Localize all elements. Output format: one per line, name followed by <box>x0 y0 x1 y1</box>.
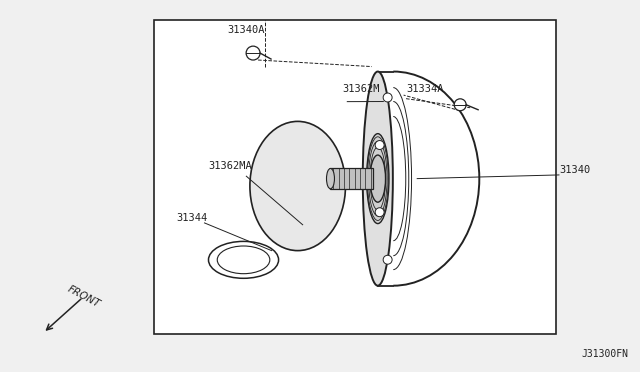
Text: 31362M: 31362M <box>342 84 380 94</box>
Ellipse shape <box>326 169 335 189</box>
Bar <box>154 20 556 334</box>
Text: FRONT: FRONT <box>66 283 102 309</box>
Circle shape <box>375 141 384 150</box>
Text: J31300FN: J31300FN <box>582 349 628 359</box>
Text: 31362MA: 31362MA <box>209 161 252 171</box>
Ellipse shape <box>367 134 389 224</box>
Text: 31340A: 31340A <box>228 25 265 35</box>
Text: 31344: 31344 <box>177 213 208 223</box>
Bar <box>330 169 374 189</box>
Text: 31334A: 31334A <box>406 84 444 94</box>
Text: 31340: 31340 <box>559 165 590 175</box>
Circle shape <box>246 46 260 60</box>
Circle shape <box>383 255 392 264</box>
Ellipse shape <box>370 155 385 202</box>
Ellipse shape <box>250 121 346 251</box>
Circle shape <box>383 93 392 102</box>
Ellipse shape <box>363 71 393 286</box>
Circle shape <box>375 208 384 217</box>
Circle shape <box>454 99 466 111</box>
